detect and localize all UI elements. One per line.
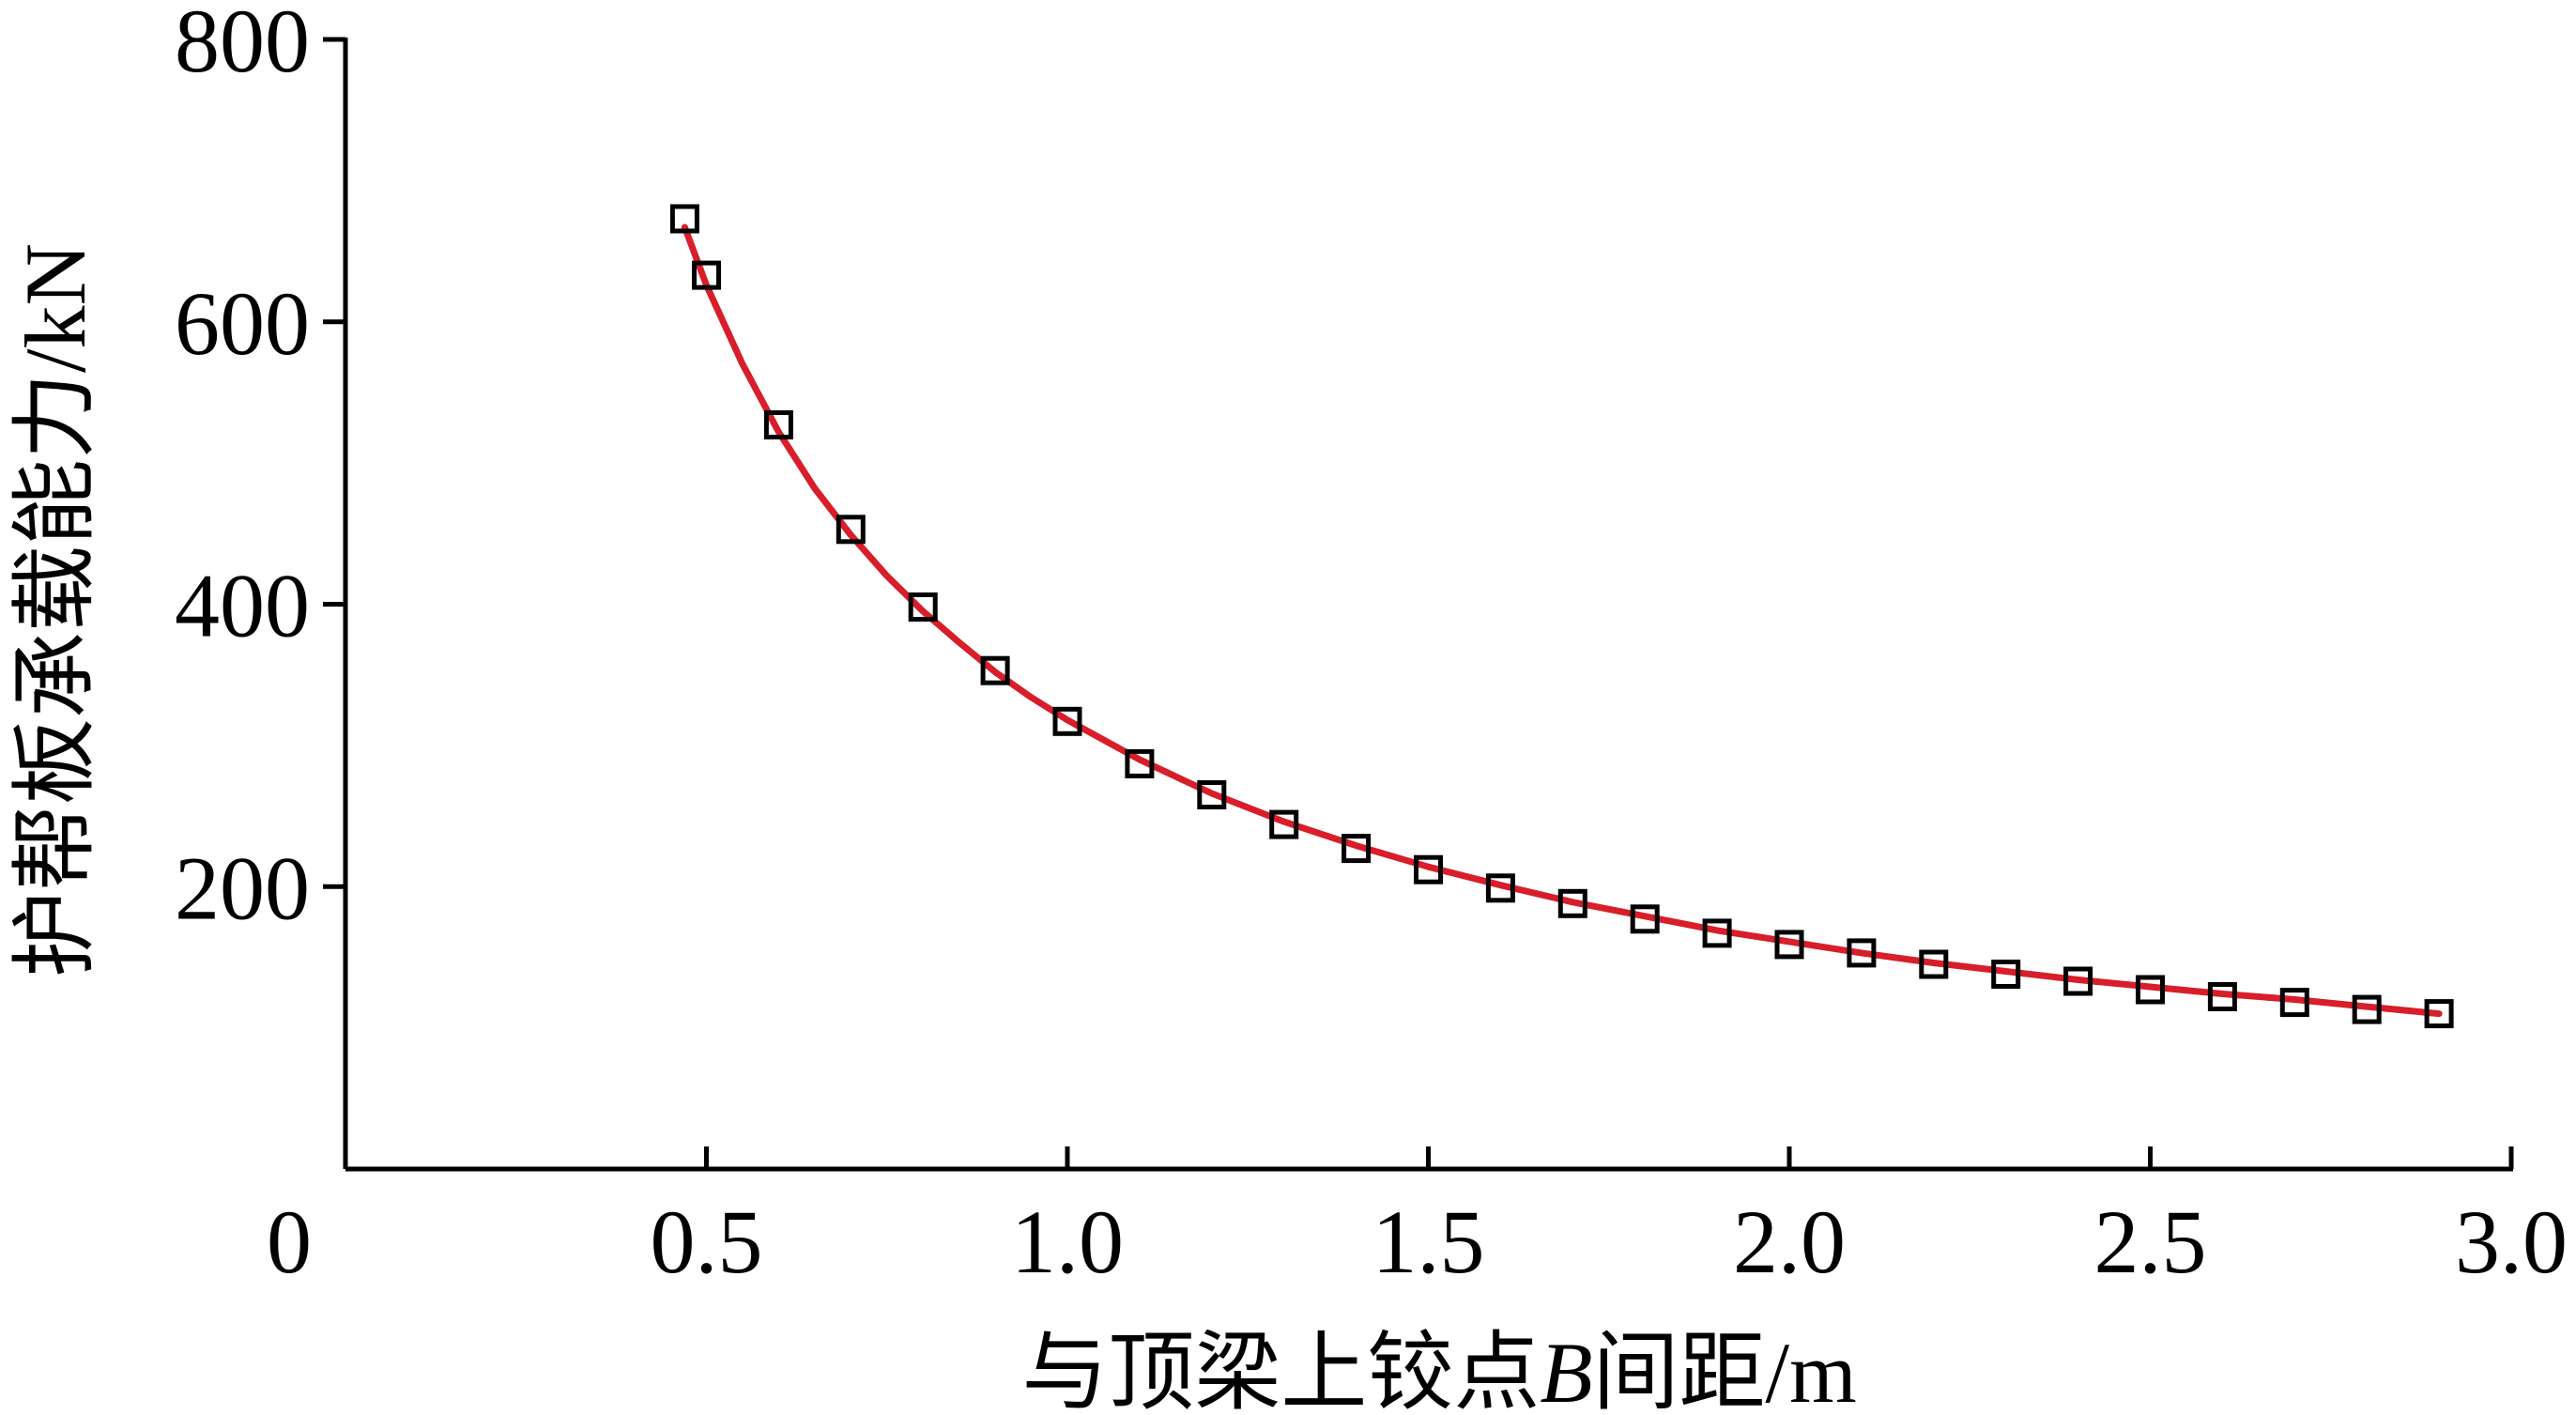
x-tick-label: 2.5 — [2094, 1192, 2207, 1292]
data-point-square — [1414, 854, 1443, 884]
data-point-square — [836, 515, 866, 545]
data-point-square — [1847, 938, 1877, 968]
y-tick-label: 400 — [175, 556, 310, 656]
y-tick-label: 600 — [175, 273, 310, 374]
data-point-square — [2352, 994, 2382, 1024]
data-point-square — [1702, 918, 1732, 948]
data-point-square — [2207, 982, 2237, 1011]
data-point-square — [1557, 888, 1587, 918]
data-point-square — [1197, 780, 1227, 809]
x-tick-label: 2.0 — [1733, 1192, 1846, 1292]
data-point-square — [1630, 904, 1660, 934]
data-point-square — [980, 655, 1010, 685]
data-point-square — [692, 260, 721, 290]
tick-labels: 0 0.5 1.0 1.5 2.0 2.5 3.0 200 400 600 800 — [175, 0, 2568, 1292]
data-point-square — [1269, 809, 1299, 839]
data-point-square — [2424, 999, 2454, 1029]
data-point-square — [1774, 930, 1804, 960]
x-tick-label: 0.5 — [651, 1192, 763, 1292]
data-point-square — [1485, 873, 1515, 903]
plot-area — [669, 204, 2454, 1029]
x-tick-label: 1.0 — [1011, 1192, 1124, 1292]
data-point-square — [1125, 748, 1155, 778]
y-axis-title: 护帮板承载能力/kN — [8, 243, 103, 977]
x-title-part: 与顶梁上铰点 — [1021, 1325, 1540, 1415]
x-tick-label: 1.5 — [1372, 1192, 1485, 1292]
y-tick-label: 200 — [175, 838, 310, 938]
data-point-square — [2063, 966, 2093, 996]
data-point-square — [2279, 988, 2309, 1018]
data-point-square — [908, 592, 938, 622]
fit-curve — [681, 223, 2443, 1018]
y-tick-label: 800 — [175, 0, 310, 91]
x-title-part-italic: B — [1540, 1325, 1592, 1415]
x-title-part: 间距/m — [1593, 1325, 1857, 1415]
data-point-square — [1991, 960, 2021, 989]
data-point-square — [2136, 975, 2165, 1005]
data-point-square — [763, 410, 793, 439]
data-point-square — [1919, 949, 1949, 979]
x-tick-label: 3.0 — [2455, 1192, 2568, 1292]
data-point-square — [1052, 706, 1082, 736]
x-axis-title: 与顶梁上铰点B间距/m — [1021, 1325, 1856, 1415]
ticks — [323, 37, 2514, 1169]
data-point-square — [669, 204, 699, 234]
x-tick-label: 0 — [267, 1192, 312, 1292]
data-point-square — [1342, 834, 1372, 864]
